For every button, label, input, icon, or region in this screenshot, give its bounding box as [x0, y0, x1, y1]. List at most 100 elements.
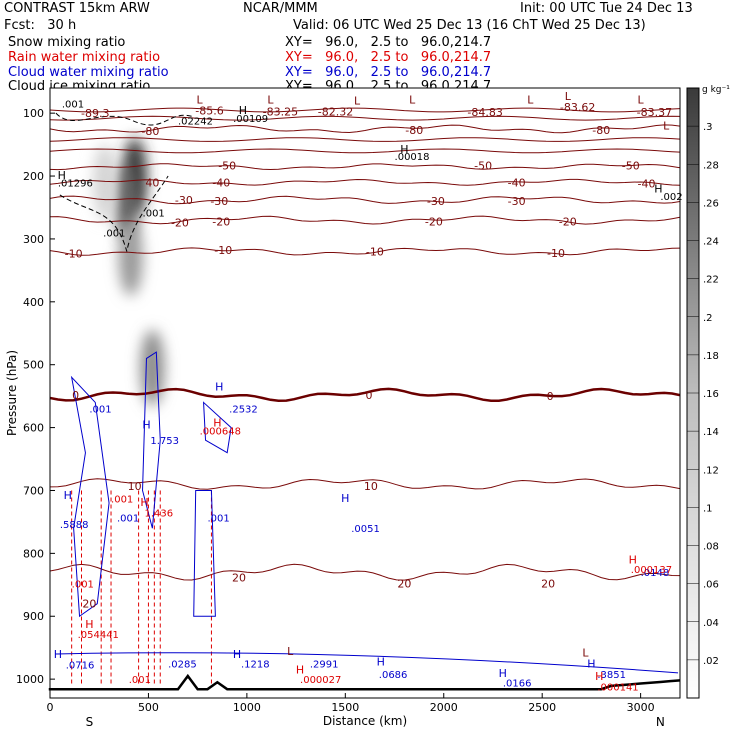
cloud-water-high-7: H: [499, 667, 507, 680]
temperature-label-10: -30: [175, 194, 193, 207]
x-tick-label-3: 1500: [331, 701, 359, 714]
y-tick-label-9: 1000: [16, 673, 44, 686]
temperature-label-16: -20: [425, 215, 443, 228]
x-axis-label: Distance (km): [323, 714, 407, 728]
snow-plume-3: [140, 329, 165, 406]
temperature-label-0: -80: [141, 125, 159, 138]
temperature-label-2: -80: [592, 124, 610, 137]
tropopause-label-1: -85.6: [195, 105, 223, 118]
forecast-hour: Fcst: 30 h: [4, 18, 77, 33]
y-tick-label-0: 100: [23, 107, 44, 120]
rain-label-6: .000027: [300, 675, 341, 686]
temperature-label-19: -10: [214, 244, 232, 257]
field-xy-snow: XY= 96.0, 2.5 to 96.0,214.7: [285, 35, 492, 50]
ice-label-2: .00109: [233, 114, 268, 125]
x-tick-label-0: 0: [47, 701, 54, 714]
temperature-label-15: -20: [212, 215, 230, 228]
temperature-contour-0: [50, 387, 680, 403]
cloud-water-label-10: .2991: [310, 659, 339, 670]
colorbar-tick-label-3: .08: [703, 542, 719, 553]
low-mark-4: L: [638, 93, 645, 106]
temperature-label-7: -40: [212, 176, 230, 189]
cloud-water-label-7: .0716: [66, 661, 95, 672]
init-time: Init: 00 UTC Tue 24 Dec 13: [520, 1, 693, 16]
field-label-snow: Snow mixing ratio: [8, 35, 126, 50]
colorbar-tick-label-1: .04: [703, 618, 719, 629]
temperature-label-23: 0: [365, 389, 372, 402]
colorbar-tick-label-5: .12: [703, 465, 719, 476]
cloud-water-high-8: H: [587, 657, 595, 670]
temperature-contour-10: [50, 478, 680, 490]
x-tick-label-5: 2500: [528, 701, 556, 714]
model-title: CONTRAST 15km ARW: [4, 1, 150, 16]
cloud-water-label-8: .0285: [168, 659, 197, 670]
temperature-label-4: -50: [474, 159, 492, 172]
cloud-water-label-14: .0148: [641, 568, 670, 579]
temperature-label-1: -80: [405, 124, 423, 137]
colorbar-tick-label-2: .06: [703, 580, 719, 591]
cloud-water-contour-core: [142, 351, 161, 529]
cloud-water-contour-west: [70, 375, 110, 618]
temperature-label-3: -50: [218, 159, 236, 172]
x-tick-label-6: 3000: [627, 701, 655, 714]
cloud-water-label-3: .5888: [60, 520, 89, 531]
tropopause-label-4: -84.83: [467, 106, 502, 119]
low-mark-3: L: [527, 93, 534, 106]
colorbar-tick-label-13: .28: [703, 160, 719, 171]
cloud-water-label-1: 1.753: [150, 436, 179, 447]
x-tick-label-4: 2000: [430, 701, 458, 714]
low-mark-1: L: [267, 93, 274, 106]
ice-label-5: .001: [103, 229, 125, 240]
tropopause-label-6: -83.37: [637, 106, 672, 119]
snow-plume-4: [93, 144, 118, 221]
rain-label-8: .000137: [631, 565, 672, 576]
temperature-label-8: -40: [508, 176, 526, 189]
ice-high-2: H: [400, 143, 408, 156]
y-tick-label-4: 500: [23, 359, 44, 372]
cloud-water-high-0: H: [64, 489, 72, 502]
cloud-water-label-4: .001: [117, 514, 139, 525]
rain-label-0: .000648: [200, 427, 241, 438]
upper-contour-2: [50, 137, 680, 142]
ice-label-3: .00018: [395, 152, 430, 163]
temperature-label-18: -10: [65, 247, 83, 260]
ice-contour-plume: [59, 175, 169, 252]
ice-label-6: .001: [143, 209, 165, 220]
cloud-water-contour-mid: [193, 489, 216, 617]
temperature-label-28: 20: [397, 578, 411, 591]
rain-label-1: 1.436: [145, 508, 174, 519]
rain-high-4: H: [595, 670, 603, 683]
cloud-water-high-3: H: [341, 492, 349, 505]
colorbar-units: g kg⁻¹: [702, 85, 730, 95]
colorbar-tick-label-7: .16: [703, 389, 719, 400]
temperature-label-13: -30: [508, 195, 526, 208]
temperature-contour--30: [50, 195, 680, 205]
x-tick-label-2: 1000: [233, 701, 261, 714]
temperature-label-21: -10: [547, 247, 565, 260]
colorbar-tick-label-11: .24: [703, 237, 719, 248]
cloud-water-contour-boundary: [55, 652, 679, 674]
cloud-water-high-1: H: [142, 418, 150, 431]
colorbar-tick-label-0: .02: [703, 656, 719, 667]
temperature-label-14: -20: [171, 217, 189, 230]
temperature-label-17: -20: [559, 215, 577, 228]
field-xy-rain: XY= 96.0, 2.5 to 96.0,214.7: [285, 50, 492, 65]
colorbar-tick-label-4: .1: [703, 503, 713, 514]
colorbar-tick-label-14: .3: [703, 122, 713, 133]
y-tick-label-1: 200: [23, 170, 44, 183]
cloud-water-label-11: .0686: [379, 670, 408, 681]
temperature-label-27: 20: [232, 571, 246, 584]
temperature-contour--40: [50, 178, 680, 186]
temperature-label-25: 10: [128, 480, 142, 493]
rain-label-5: .001: [129, 675, 151, 686]
colorbar-tick-label-9: .2: [703, 313, 713, 324]
temperature-label-24: 0: [547, 390, 554, 403]
y-tick-label-8: 900: [23, 610, 44, 623]
rain-high-3: H: [296, 664, 304, 677]
upper-contour-1: [50, 115, 680, 121]
cloud-water-high-6: H: [377, 656, 385, 669]
cloud-water-label-0: .001: [89, 405, 111, 416]
cloud-water-label-2: .2532: [229, 405, 258, 416]
ice-label-7: .002: [660, 192, 682, 203]
